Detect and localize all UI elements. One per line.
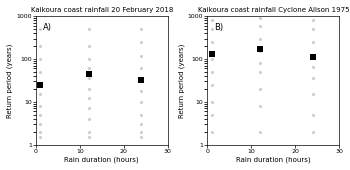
Point: [209, 53, 215, 55]
Point: [139, 80, 144, 83]
Point: [37, 71, 43, 73]
Point: [139, 123, 144, 125]
Point: [139, 28, 144, 30]
Point: [257, 130, 263, 133]
Point: [37, 130, 43, 133]
Point: [209, 28, 215, 30]
Point: [37, 83, 43, 86]
Point: [310, 93, 316, 96]
Title: Kaikoura coast rainfall Cyclone Alison 1975: Kaikoura coast rainfall Cyclone Alison 1…: [197, 7, 349, 13]
Point: [86, 28, 91, 30]
Point: [86, 130, 91, 133]
Point: [139, 40, 144, 43]
Point: [209, 71, 215, 73]
Point: [257, 48, 263, 50]
Point: [37, 58, 43, 60]
Point: [310, 54, 316, 57]
Point: [310, 19, 316, 22]
Point: [37, 83, 43, 86]
Point: [209, 83, 215, 86]
Point: [310, 56, 316, 58]
Point: [310, 77, 316, 80]
Point: [257, 105, 263, 107]
Point: [257, 62, 263, 64]
Point: [37, 105, 43, 107]
Point: [209, 113, 215, 116]
Point: [139, 67, 144, 70]
Y-axis label: Return period (years): Return period (years): [7, 43, 13, 117]
Point: [139, 100, 144, 103]
Point: [86, 67, 91, 70]
Point: [257, 17, 263, 19]
Point: [209, 100, 215, 103]
Text: B): B): [214, 23, 223, 32]
Point: [310, 130, 316, 133]
Point: [257, 88, 263, 90]
Point: [257, 71, 263, 73]
Text: A): A): [42, 23, 51, 32]
Point: [86, 107, 91, 110]
Title: Kaikoura coast rainfall 20 February 2018: Kaikoura coast rainfall 20 February 2018: [30, 7, 173, 13]
Point: [209, 19, 215, 22]
Point: [86, 136, 91, 138]
Point: [86, 117, 91, 120]
Point: [86, 72, 91, 75]
Point: [257, 37, 263, 40]
Point: [310, 28, 316, 30]
Point: [37, 136, 43, 138]
Point: [37, 93, 43, 96]
Point: [139, 89, 144, 92]
Point: [37, 45, 43, 47]
Point: [139, 79, 144, 81]
X-axis label: Rain duration (hours): Rain duration (hours): [236, 157, 310, 163]
X-axis label: Rain duration (hours): Rain duration (hours): [64, 157, 139, 163]
Point: [139, 54, 144, 57]
Point: [139, 136, 144, 138]
Point: [209, 130, 215, 133]
Point: [37, 28, 43, 30]
Point: [86, 77, 91, 80]
Point: [310, 40, 316, 43]
Point: [86, 45, 91, 47]
Point: [86, 88, 91, 90]
Point: [37, 123, 43, 125]
Point: [310, 66, 316, 68]
Point: [37, 113, 43, 116]
Point: [257, 24, 263, 27]
Point: [139, 113, 144, 116]
Point: [257, 50, 263, 53]
Point: [139, 130, 144, 133]
Point: [209, 58, 215, 60]
Point: [86, 97, 91, 100]
Point: [310, 113, 316, 116]
Y-axis label: Return period (years): Return period (years): [178, 43, 185, 117]
Point: [209, 40, 215, 43]
Point: [86, 58, 91, 60]
